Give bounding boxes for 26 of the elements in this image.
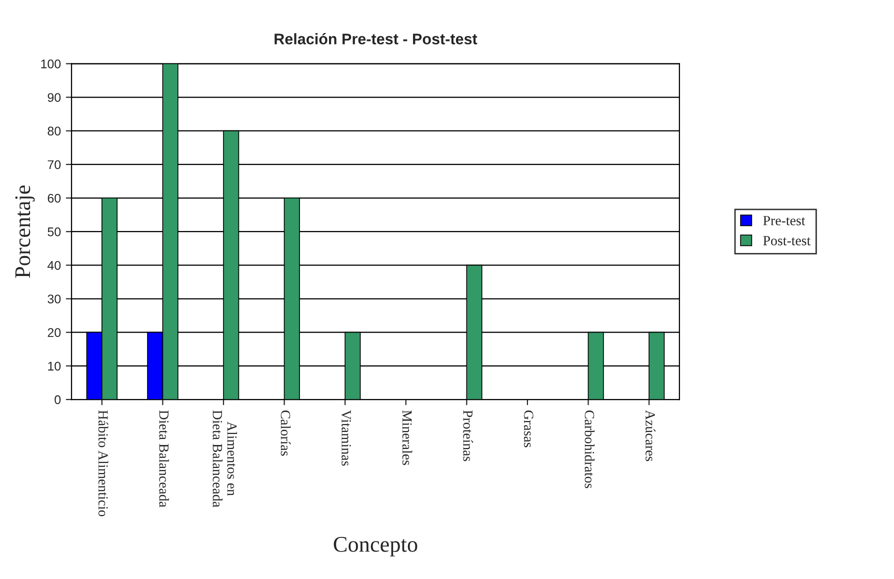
x-tick-label: Minerales: [402, 410, 412, 465]
y-tick-label: 70: [48, 160, 61, 170]
y-tick-label: 80: [48, 126, 61, 136]
x-tick-label: Proteínas: [463, 410, 473, 462]
y-tick-label: 0: [54, 395, 61, 404]
x-tick-label: Hábito Alimenticio: [98, 410, 108, 516]
x-tick-label: Carbohidratos: [584, 410, 595, 488]
x-tick-label: Vitaminas: [342, 410, 351, 466]
y-tick-label: 90: [48, 93, 61, 102]
chart-title: Relación Pre-test - Post-test: [274, 33, 478, 44]
y-tick-label: 10: [48, 362, 61, 371]
y-tick-label: 40: [47, 260, 61, 270]
x-tick-label: Grasas: [524, 410, 534, 448]
x-tick-label: Calorías: [280, 410, 291, 456]
y-axis-title: Porcentaje: [15, 185, 35, 278]
y-tick-label: 60: [48, 194, 61, 203]
x-tick-label: Alimentos en Dieta Balanceada: [212, 410, 238, 508]
x-tick-label: Dieta Balanceada: [159, 410, 170, 508]
y-tick-label: 30: [48, 294, 61, 304]
legend-label: Pre-test: [763, 216, 806, 226]
y-tick-label: 50: [48, 227, 61, 236]
y-tick-label: 20: [48, 328, 61, 337]
legend-label: Post-test: [763, 236, 811, 246]
x-axis-title: Concepto: [334, 536, 418, 556]
y-tick-label: 100: [41, 59, 61, 68]
x-tick-label: Azúcares: [646, 410, 656, 462]
